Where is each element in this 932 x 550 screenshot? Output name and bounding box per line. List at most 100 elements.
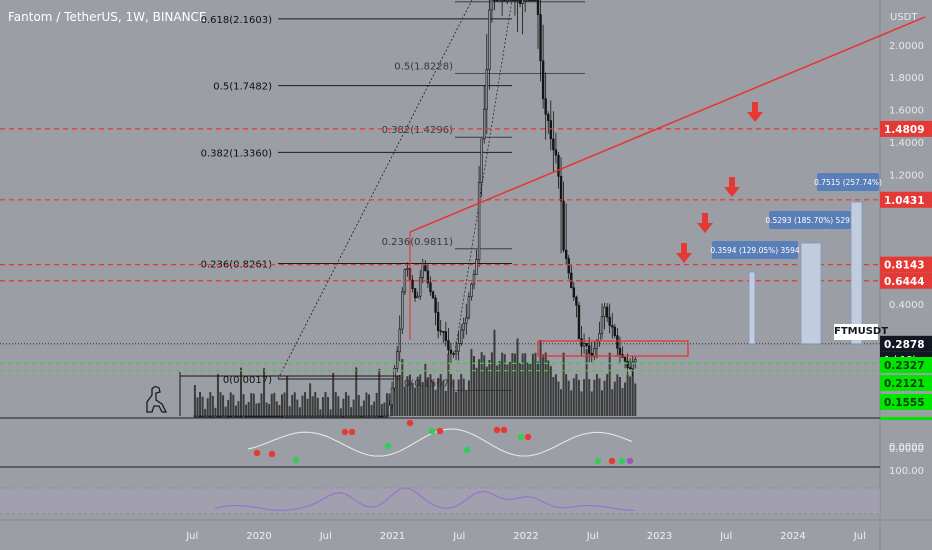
candle-body	[541, 60, 545, 100]
signal-dot	[594, 457, 602, 465]
volume-bar	[214, 407, 217, 416]
candle-body	[247, 415, 250, 418]
candle-body	[406, 267, 409, 270]
down-arrow-icon	[724, 177, 740, 197]
target-range-bar	[800, 242, 822, 345]
candle-body	[521, 0, 524, 4]
candle-body	[588, 345, 591, 354]
candle-body	[349, 415, 353, 418]
candle-body	[531, 0, 535, 2]
candle-body	[214, 415, 217, 418]
volume-bar	[460, 374, 463, 416]
volume-bar	[598, 378, 601, 416]
volume-bar	[590, 391, 593, 416]
candle-body	[298, 415, 302, 418]
volume-bar	[329, 409, 332, 416]
candle-body	[257, 415, 261, 418]
volume-bar	[419, 374, 422, 416]
candle-body	[291, 415, 294, 418]
candle-body	[483, 108, 486, 140]
volume-bar	[240, 367, 243, 416]
candle-body	[457, 343, 460, 352]
signal-dot	[341, 428, 349, 436]
candle-body	[314, 415, 317, 418]
candle-body	[585, 343, 588, 346]
price-tag: 0.1555	[884, 397, 925, 409]
price-tag-box	[880, 394, 932, 410]
signal-dot	[463, 446, 471, 454]
volume-bar	[373, 401, 376, 416]
volume-bar	[503, 354, 506, 416]
volume-bar	[572, 378, 575, 416]
candle-body	[227, 415, 230, 418]
currency-label: USDT	[890, 12, 918, 23]
candle-body	[398, 328, 401, 353]
volume-bar	[342, 398, 345, 416]
candle-body	[459, 329, 463, 344]
volume-bar	[432, 381, 435, 416]
time-axis-tick: Jul	[586, 531, 599, 542]
volume-bar	[306, 398, 309, 416]
candle-body	[544, 98, 547, 115]
price-tag-box	[880, 335, 932, 352]
volume-bar	[401, 358, 404, 416]
volume-bar	[296, 399, 299, 416]
volume-bar	[424, 363, 427, 416]
candle-body	[426, 270, 430, 284]
candle-body	[416, 295, 419, 299]
volume-bar	[193, 385, 196, 416]
volume-bar	[452, 379, 455, 416]
price-axis-tick: 1.6000	[889, 106, 924, 117]
volume-bar	[334, 392, 337, 416]
volume-bar	[370, 405, 373, 416]
candle-body	[593, 348, 596, 357]
time-axis-tick: Jul	[452, 531, 465, 542]
volume-bar	[234, 405, 237, 416]
volume-bar	[237, 400, 240, 416]
candle-body	[442, 331, 445, 333]
candle-body	[255, 415, 258, 418]
volume-bar	[521, 353, 524, 416]
volume-bar	[490, 352, 493, 416]
volume-bar	[245, 404, 248, 416]
volume-bar	[449, 374, 452, 416]
signal-dot	[626, 457, 634, 465]
candle-body	[431, 291, 435, 299]
candle-body	[198, 415, 202, 418]
volume-bar	[593, 379, 596, 416]
volume-bar	[601, 390, 604, 416]
signal-dot	[348, 428, 356, 436]
volume-bar	[263, 368, 266, 416]
volume-bar	[552, 376, 555, 416]
candle-body	[608, 316, 611, 326]
candle-body	[260, 415, 263, 418]
candle-body	[605, 306, 609, 318]
volume-bar	[534, 352, 537, 416]
volume-bar	[470, 349, 473, 416]
fib-trend-line	[454, 0, 513, 353]
volume-bar	[360, 406, 363, 416]
chart-title: Fantom / TetherUS, 1W, BINANCE	[8, 10, 207, 24]
volume-bar	[291, 394, 294, 416]
candle-body	[472, 274, 476, 285]
volume-bar	[437, 377, 440, 416]
candle-body	[375, 415, 378, 418]
candle-body	[339, 415, 343, 418]
candle-body	[357, 415, 360, 418]
candle-body	[203, 415, 207, 418]
candle-body	[613, 326, 617, 336]
candle-body	[306, 415, 309, 418]
candle-body	[552, 138, 555, 151]
candle-body	[572, 287, 576, 298]
candle-body	[301, 415, 304, 418]
candle-body	[419, 277, 422, 297]
volume-bar	[222, 395, 225, 416]
volume-bar	[444, 390, 447, 416]
signal-dot	[428, 427, 436, 435]
volume-bar	[455, 391, 458, 416]
volume-bar	[447, 353, 450, 416]
volume-bar	[567, 380, 570, 416]
candle-body	[567, 258, 570, 274]
